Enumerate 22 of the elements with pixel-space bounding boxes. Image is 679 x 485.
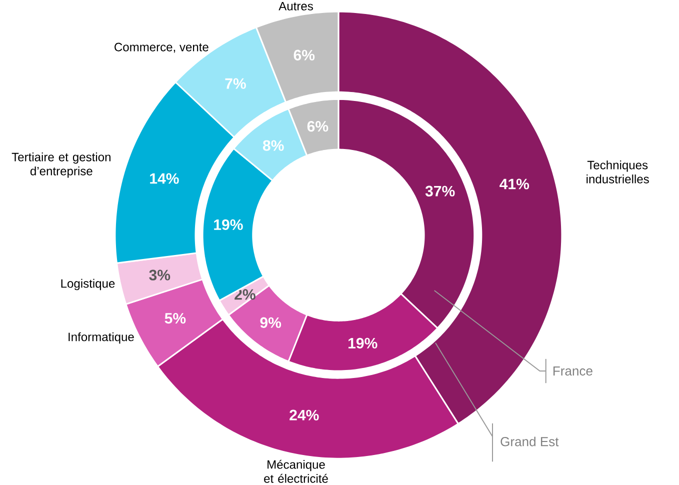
data-label: 41% bbox=[500, 178, 530, 190]
data-label: 3% bbox=[149, 270, 170, 280]
slice-label: Logistique bbox=[61, 278, 115, 290]
data-label: 19% bbox=[348, 338, 378, 349]
data-label: 37% bbox=[425, 186, 455, 197]
slice-label: Techniques industrielles bbox=[586, 160, 649, 184]
slice-label: Informatique bbox=[68, 332, 134, 344]
slice-label: Autres bbox=[278, 2, 313, 10]
slice-label: Tertiaire et gestion d’entreprise bbox=[12, 152, 110, 178]
data-label: 14% bbox=[150, 173, 179, 184]
data-label: 8% bbox=[262, 140, 284, 151]
slice-label: Grand Est bbox=[500, 436, 559, 446]
data-label: 5% bbox=[164, 313, 186, 324]
data-label: 6% bbox=[307, 121, 328, 132]
slice-label: Commerce, vente bbox=[114, 42, 208, 53]
data-label: 6% bbox=[294, 50, 315, 61]
data-label: 19% bbox=[214, 219, 243, 230]
slice-label: France bbox=[553, 366, 592, 376]
slice-label: Mécanique et électricité bbox=[264, 460, 328, 483]
data-label: 9% bbox=[260, 317, 282, 328]
data-label: 24% bbox=[290, 410, 319, 420]
data-label: 7% bbox=[225, 78, 246, 89]
